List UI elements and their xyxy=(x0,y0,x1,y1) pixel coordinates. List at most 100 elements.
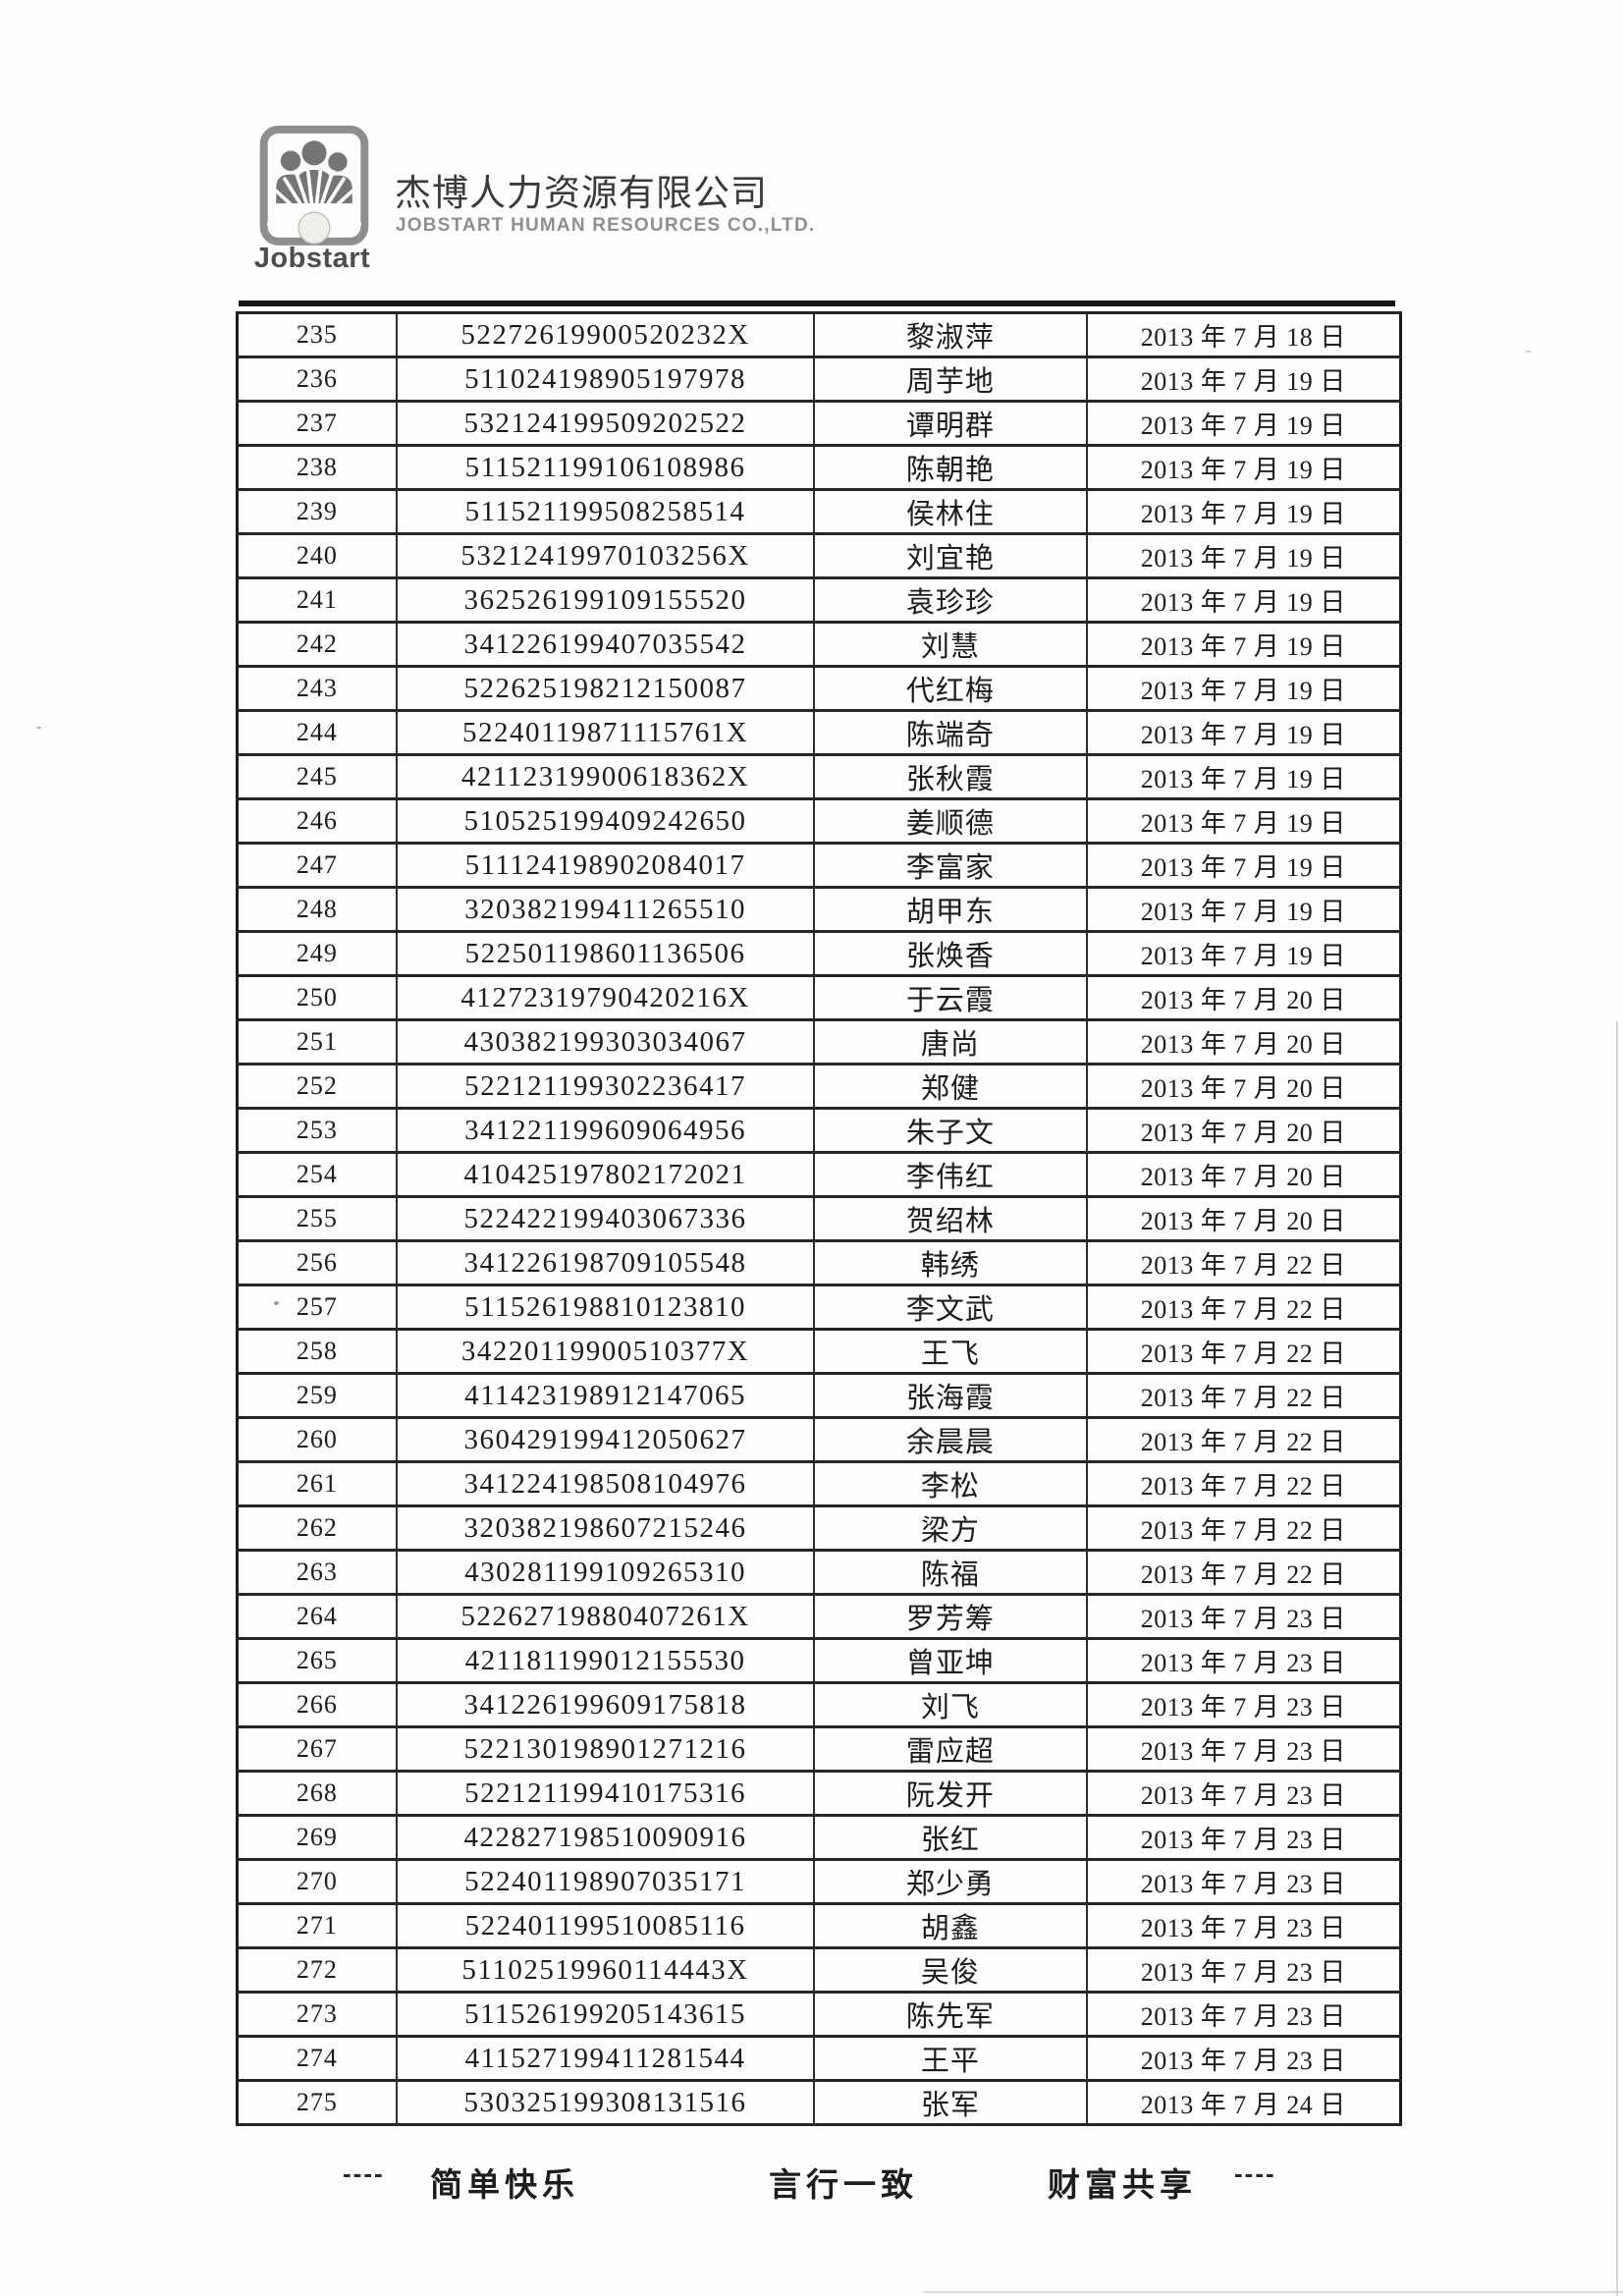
row-number-cell: 250 xyxy=(236,974,398,1021)
table-row: 254 410425197802172021 李伟红 2013 年 7 月 20… xyxy=(236,1151,1402,1198)
name-cell: 侯林住 xyxy=(813,488,1088,535)
date-cell: 2013 年 7 月 19 日 xyxy=(1085,444,1402,491)
footer-dash-right: ---- xyxy=(1234,2159,1276,2188)
name-cell: 罗芳筹 xyxy=(813,1593,1088,1640)
date-cell: 2013 年 7 月 19 日 xyxy=(1085,621,1402,668)
row-number-cell: 274 xyxy=(236,2035,398,2082)
table-row: 266 341226199609175818 刘飞 2013 年 7 月 23 … xyxy=(236,1681,1402,1728)
date-cell: 2013 年 7 月 19 日 xyxy=(1085,488,1402,535)
logo-wordmark: Jobstart xyxy=(253,243,371,274)
id-number-cell: 522625198212150087 xyxy=(395,665,816,712)
name-cell: 李松 xyxy=(813,1460,1088,1507)
row-number-cell: 257 xyxy=(236,1284,398,1331)
table-row: 247 511124198902084017 李富家 2013 年 7 月 19… xyxy=(236,842,1402,889)
id-number-cell: 522121199302236417 xyxy=(395,1063,816,1110)
name-cell: 王飞 xyxy=(813,1328,1088,1375)
date-cell: 2013 年 7 月 19 日 xyxy=(1085,797,1402,845)
date-cell: 2013 年 7 月 19 日 xyxy=(1085,355,1402,403)
row-number-cell: 239 xyxy=(236,488,398,535)
table-row: 256 341226198709105548 韩绣 2013 年 7 月 22 … xyxy=(236,1239,1402,1286)
row-number-cell: 241 xyxy=(236,576,398,624)
row-number-cell: 269 xyxy=(236,1814,398,1861)
table-row: 259 411423198912147065 张海霞 2013 年 7 月 22… xyxy=(236,1372,1402,1419)
id-number-cell: 341226199609175818 xyxy=(395,1681,816,1728)
name-cell: 郑少勇 xyxy=(813,1858,1088,1905)
date-cell: 2013 年 7 月 20 日 xyxy=(1085,1151,1402,1198)
table-row: 241 362526199109155520 袁珍珍 2013 年 7 月 19… xyxy=(236,576,1402,624)
name-cell: 刘飞 xyxy=(813,1681,1088,1728)
table-row: 238 511521199106108986 陈朝艳 2013 年 7 月 19… xyxy=(236,444,1402,491)
name-cell: 郑健 xyxy=(813,1063,1088,1110)
id-number-cell: 42112319900618362X xyxy=(395,753,816,800)
table-row: 243 522625198212150087 代红梅 2013 年 7 月 19… xyxy=(236,665,1402,712)
id-number-cell: 341226199407035542 xyxy=(395,621,816,668)
name-cell: 王平 xyxy=(813,2035,1088,2082)
date-cell: 2013 年 7 月 23 日 xyxy=(1085,1770,1402,1817)
name-cell: 雷应超 xyxy=(813,1725,1088,1773)
id-number-cell: 511521199508258514 xyxy=(395,488,816,535)
row-number-cell: 247 xyxy=(236,842,398,889)
name-cell: 张红 xyxy=(813,1814,1088,1861)
name-cell: 张海霞 xyxy=(813,1372,1088,1419)
table-row: 265 421181199012155530 曾亚坤 2013 年 7 月 23… xyxy=(236,1637,1402,1684)
name-cell: 李文武 xyxy=(813,1284,1088,1331)
table-row: 264 52262719880407261X 罗芳筹 2013 年 7 月 23… xyxy=(236,1593,1402,1640)
row-number-cell: 251 xyxy=(236,1018,398,1066)
row-number-cell: 245 xyxy=(236,753,398,800)
name-cell: 曾亚坤 xyxy=(813,1637,1088,1684)
date-cell: 2013 年 7 月 23 日 xyxy=(1085,1681,1402,1728)
row-number-cell: 262 xyxy=(236,1504,398,1552)
table-row: 252 522121199302236417 郑健 2013 年 7 月 20 … xyxy=(236,1063,1402,1110)
jobstart-logo-icon xyxy=(259,125,369,246)
date-cell: 2013 年 7 月 23 日 xyxy=(1085,1858,1402,1905)
table-row: 235 52272619900520232X 黎淑萍 2013 年 7 月 18… xyxy=(236,311,1402,358)
table-row: 244 52240119871115761X 陈端奇 2013 年 7 月 19… xyxy=(236,709,1402,756)
row-number-cell: 244 xyxy=(236,709,398,756)
row-number-cell: 273 xyxy=(236,1991,398,2038)
table-row: 253 341221199609064956 朱子文 2013 年 7 月 20… xyxy=(236,1107,1402,1154)
date-cell: 2013 年 7 月 19 日 xyxy=(1085,400,1402,447)
footer-slogan: 言行一致 xyxy=(769,2166,918,2203)
id-number-cell: 360429199412050627 xyxy=(395,1416,816,1463)
name-cell: 张焕香 xyxy=(813,930,1088,977)
date-cell: 2013 年 7 月 18 日 xyxy=(1085,311,1402,358)
id-number-cell: 320382198607215246 xyxy=(395,1504,816,1552)
name-cell: 胡鑫 xyxy=(813,1902,1088,1949)
date-cell: 2013 年 7 月 23 日 xyxy=(1085,2035,1402,2082)
date-cell: 2013 年 7 月 22 日 xyxy=(1085,1239,1402,1286)
date-cell: 2013 年 7 月 19 日 xyxy=(1085,842,1402,889)
id-number-cell: 430382199303034067 xyxy=(395,1018,816,1066)
company-name-en: JOBSTART HUMAN RESOURCES CO.,LTD. xyxy=(396,215,816,236)
date-cell: 2013 年 7 月 22 日 xyxy=(1085,1328,1402,1375)
name-cell: 黎淑萍 xyxy=(813,311,1088,358)
table-row: 269 422827198510090916 张红 2013 年 7 月 23 … xyxy=(236,1814,1402,1861)
name-cell: 于云霞 xyxy=(813,974,1088,1021)
company-name-zh: 杰博人力资源有限公司 xyxy=(395,173,768,213)
row-number-cell: 265 xyxy=(236,1637,398,1684)
row-number-cell: 275 xyxy=(236,2079,398,2126)
id-number-cell: 530325199308131516 xyxy=(395,2079,816,2126)
name-cell: 谭明群 xyxy=(813,400,1088,447)
table-row: 268 522121199410175316 阮发开 2013 年 7 月 23… xyxy=(236,1770,1402,1817)
name-cell: 陈朝艳 xyxy=(813,444,1088,491)
scan-speck xyxy=(1525,351,1532,353)
name-cell: 姜顺德 xyxy=(813,797,1088,845)
table-row: 236 511024198905197978 周芋地 2013 年 7 月 19… xyxy=(236,355,1402,403)
row-number-cell: 266 xyxy=(236,1681,398,1728)
table-row: 245 42112319900618362X 张秋霞 2013 年 7 月 19… xyxy=(236,753,1402,800)
name-cell: 余晨晨 xyxy=(813,1416,1088,1463)
date-cell: 2013 年 7 月 19 日 xyxy=(1085,532,1402,579)
id-number-cell: 320382199411265510 xyxy=(395,886,816,933)
row-number-cell: 242 xyxy=(236,621,398,668)
table-row: 262 320382198607215246 梁方 2013 年 7 月 22 … xyxy=(236,1504,1402,1552)
row-number-cell: 272 xyxy=(236,1946,398,1994)
id-number-cell: 522401198907035171 xyxy=(395,1858,816,1905)
id-number-cell: 41272319790420216X xyxy=(395,974,816,1021)
table-row: 250 41272319790420216X 于云霞 2013 年 7 月 20… xyxy=(236,974,1402,1021)
company-logo xyxy=(258,125,370,248)
id-number-cell: 411423198912147065 xyxy=(395,1372,816,1419)
table-row: 255 522422199403067336 贺绍林 2013 年 7 月 20… xyxy=(236,1195,1402,1242)
table-row: 261 341224198508104976 李松 2013 年 7 月 22 … xyxy=(236,1460,1402,1507)
name-cell: 张秋霞 xyxy=(813,753,1088,800)
name-cell: 陈福 xyxy=(813,1549,1088,1596)
